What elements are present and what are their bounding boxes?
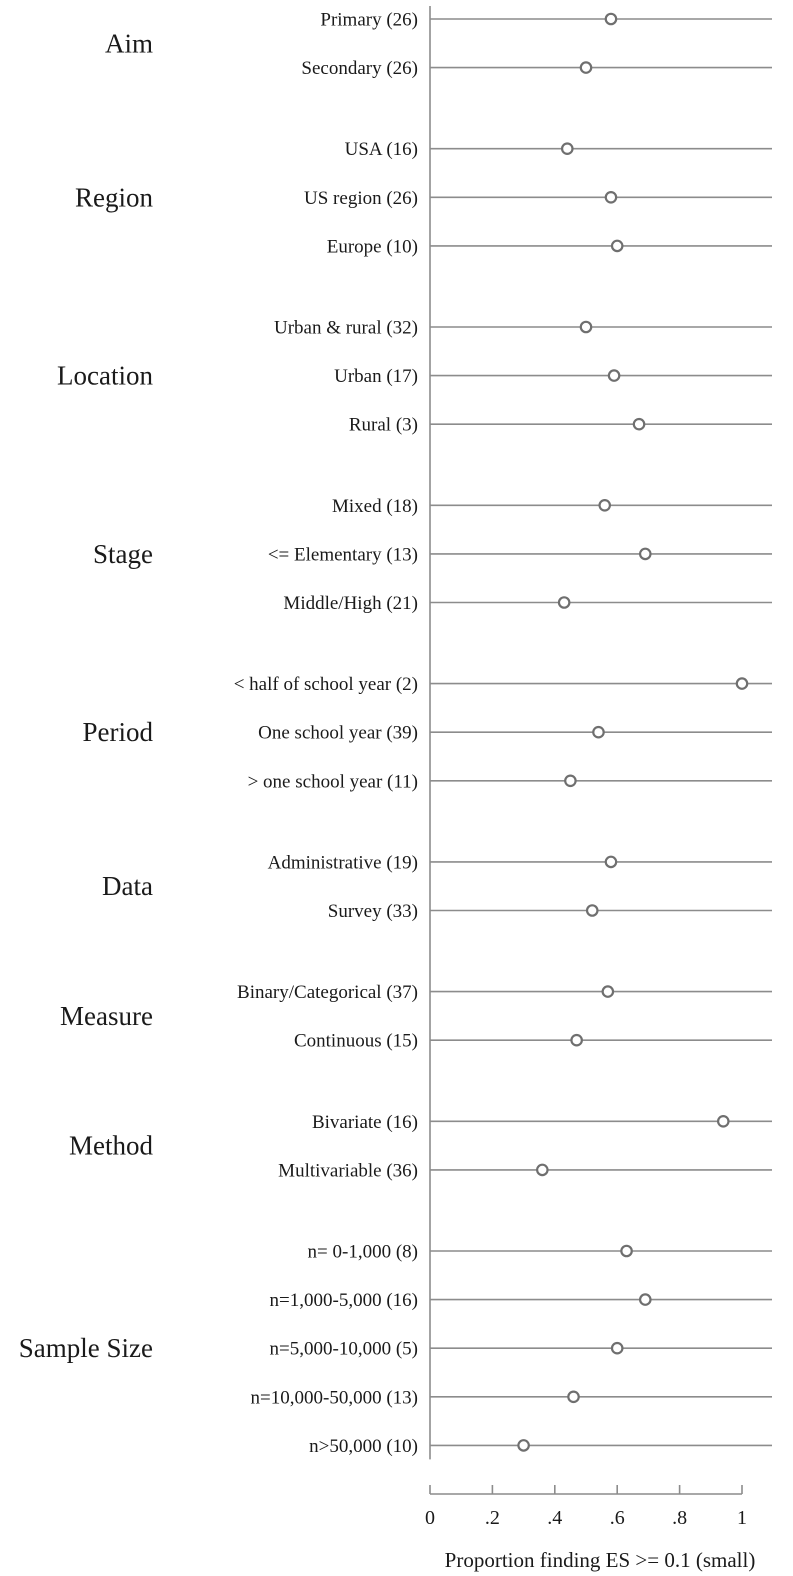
row-label: Middle/High (21) bbox=[283, 593, 418, 614]
group-label: Data bbox=[102, 871, 153, 901]
row-label: Rural (3) bbox=[349, 415, 418, 436]
data-point bbox=[601, 985, 615, 998]
group-label: Region bbox=[75, 182, 153, 212]
row-label: n=1,000-5,000 (16) bbox=[270, 1290, 418, 1311]
data-point bbox=[610, 239, 624, 253]
data-point bbox=[536, 1163, 549, 1177]
data-point bbox=[570, 1033, 583, 1047]
x-axis-label: Proportion finding ES >= 0.1 (small) bbox=[445, 1548, 756, 1572]
row-label: > one school year (11) bbox=[248, 771, 418, 792]
data-point bbox=[557, 596, 571, 609]
rows-layer: Primary (26) Secondary (26) Aim USA (16) US … bbox=[19, 10, 772, 1457]
data-point bbox=[564, 774, 577, 788]
data-point bbox=[567, 1390, 580, 1404]
x-tick-label: 1 bbox=[737, 1507, 747, 1529]
data-point bbox=[579, 61, 593, 74]
row-label: Primary (26) bbox=[320, 10, 418, 31]
group-measure: Binary/Categorical (37) Continuous (15) Me… bbox=[60, 982, 772, 1052]
group-label: Location bbox=[57, 361, 153, 391]
row-label: < half of school year (2) bbox=[234, 674, 418, 695]
data-point bbox=[638, 547, 652, 561]
row-label: Survey (33) bbox=[328, 901, 418, 922]
row-label: n=5,000-10,000 (5) bbox=[270, 1339, 418, 1360]
group-label: Period bbox=[83, 717, 154, 747]
group-method: Bivariate (16) Multivariable (36) Method bbox=[69, 1112, 772, 1181]
group-sample-size: n= 0-1,000 (8) n=1,000-5,000 (16) n=5,000-… bbox=[19, 1242, 772, 1457]
data-point bbox=[585, 904, 599, 917]
group-location: Urban & rural (32) Urban (17) Rural (3) Loc… bbox=[57, 318, 772, 436]
x-tick-label: .4 bbox=[547, 1507, 562, 1529]
data-point bbox=[517, 1439, 530, 1452]
data-point bbox=[598, 498, 612, 512]
row-label: Mixed (18) bbox=[332, 496, 418, 517]
data-point bbox=[735, 677, 749, 690]
group-label: Aim bbox=[105, 28, 153, 58]
row-label: Europe (10) bbox=[327, 236, 418, 257]
row-label: Binary/Categorical (37) bbox=[237, 982, 418, 1003]
row-label: One school year (39) bbox=[258, 723, 418, 744]
group-region: USA (16) US region (26) Europe (10) Region bbox=[75, 139, 772, 257]
x-tick-label: .6 bbox=[610, 1507, 625, 1529]
row-label: Administrative (19) bbox=[268, 852, 418, 873]
group-label: Sample Size bbox=[19, 1333, 153, 1363]
data-point bbox=[592, 725, 605, 739]
row-label: Continuous (15) bbox=[294, 1031, 418, 1052]
group-label: Measure bbox=[60, 1001, 153, 1031]
data-point bbox=[632, 417, 646, 431]
data-point bbox=[604, 191, 618, 204]
data-point bbox=[604, 855, 618, 869]
row-label: n>50,000 (10) bbox=[309, 1436, 418, 1457]
data-point bbox=[638, 1293, 652, 1306]
data-point bbox=[716, 1115, 730, 1128]
row-label: Urban & rural (32) bbox=[274, 318, 418, 339]
row-label: Secondary (26) bbox=[301, 58, 418, 79]
data-point bbox=[560, 142, 574, 155]
row-label: n=10,000-50,000 (13) bbox=[251, 1387, 418, 1408]
group-data: Administrative (19) Survey (33) Data bbox=[102, 852, 772, 922]
row-label: US region (26) bbox=[304, 188, 418, 209]
data-point bbox=[607, 369, 621, 382]
x-tick-label: .8 bbox=[672, 1507, 687, 1529]
x-axis: 0 .2 .4 .6 .8 1 bbox=[425, 6, 747, 1529]
data-point bbox=[604, 12, 618, 26]
row-label: Multivariable (36) bbox=[278, 1160, 418, 1181]
row-label: <= Elementary (13) bbox=[268, 544, 418, 565]
x-tick-label: .2 bbox=[485, 1507, 500, 1529]
row-label: Bivariate (16) bbox=[312, 1112, 418, 1133]
row-label: Urban (17) bbox=[334, 366, 418, 387]
data-point bbox=[579, 320, 593, 334]
x-tick-label: 0 bbox=[425, 1507, 435, 1529]
group-stage: Mixed (18) <= Elementary (13) Middle/High … bbox=[93, 496, 772, 614]
group-period: < half of school year (2) One school year… bbox=[83, 674, 772, 792]
group-label: Stage bbox=[93, 539, 153, 569]
data-point bbox=[610, 1341, 624, 1355]
data-point bbox=[620, 1244, 633, 1258]
row-label: USA (16) bbox=[345, 139, 418, 160]
group-label: Method bbox=[69, 1131, 153, 1161]
row-label: n= 0-1,000 (8) bbox=[308, 1242, 418, 1263]
group-aim: Primary (26) Secondary (26) Aim bbox=[105, 10, 772, 79]
